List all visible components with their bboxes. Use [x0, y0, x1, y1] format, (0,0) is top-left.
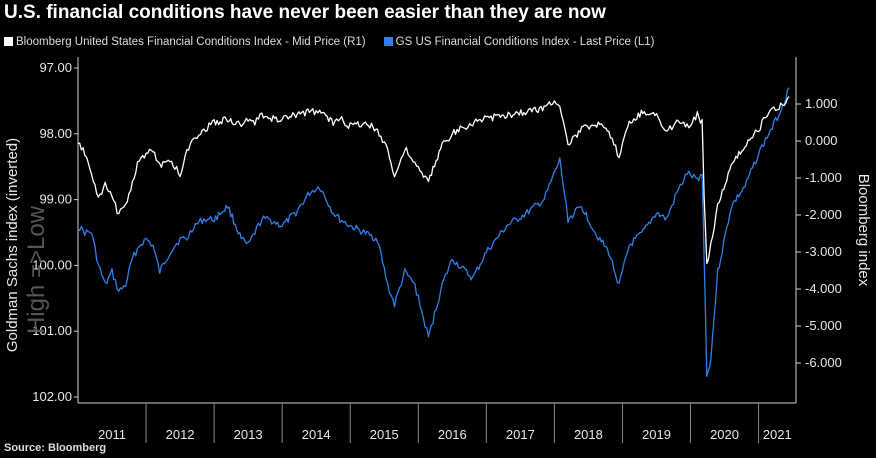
left-tick-label-100.00: 100.00: [32, 257, 72, 272]
x-tick-label-2016: 2016: [438, 427, 467, 442]
left-tick-label-99.00: 99.00: [39, 192, 72, 207]
right-tick-label-1.000: 1.000: [805, 96, 838, 111]
x-tick-label-2012: 2012: [166, 427, 195, 442]
x-tick-label-2015: 2015: [370, 427, 399, 442]
x-tick-label-2017: 2017: [506, 427, 535, 442]
right-tick-label--6.000: -6.000: [805, 355, 842, 370]
legend-label-gs: GS US Financial Conditions Index - Last …: [395, 36, 655, 48]
left-axis-label: Goldman Sachs index (inverted): [4, 138, 21, 352]
x-tick-label-2013: 2013: [234, 427, 263, 442]
chart-title: U.S. financial conditions have never bee…: [4, 2, 606, 23]
series-line-bloomberg: [77, 96, 790, 265]
x-tick-label-2018: 2018: [574, 427, 603, 442]
right-tick-label-0.000: 0.000: [805, 133, 838, 148]
x-tick-label-2021: 2021: [763, 427, 792, 442]
legend-swatch-gs: [383, 37, 393, 46]
right-tick-label--1.000: -1.000: [805, 170, 842, 185]
x-tick-label-2020: 2020: [710, 427, 739, 442]
legend-label-bloomberg: Bloomberg United States Financial Condit…: [16, 36, 366, 48]
series-line-gs: [77, 87, 790, 378]
chart-lines: [77, 87, 790, 378]
left-axis-annotation: High =>Low: [23, 205, 50, 334]
chart-axes: 2011 2012 2013 2014 2015 2016 2017 2018 2019 2020…: [32, 57, 842, 443]
left-tick-label-102.00: 102.00: [32, 389, 72, 404]
right-tick-label--2.000: -2.000: [805, 207, 842, 222]
right-tick-label--4.000: -4.000: [805, 281, 842, 296]
right-tick-label--5.000: -5.000: [805, 318, 842, 333]
right-axis-label: Bloomberg index: [855, 174, 872, 287]
left-tick-label-101.00: 101.00: [32, 323, 72, 338]
x-tick-label-2011: 2011: [98, 427, 126, 442]
source-note: Source: Bloomberg: [4, 442, 107, 454]
legend-item-bloomberg: Bloomberg United States Financial Condit…: [4, 36, 366, 48]
left-tick-label-98.00: 98.00: [39, 126, 72, 141]
right-tick-label--3.000: -3.000: [805, 244, 842, 259]
legend-swatch-bloomberg: [4, 37, 13, 46]
legend-item-gs: GS US Financial Conditions Index - Last …: [383, 36, 655, 48]
left-tick-label-97.00: 97.00: [39, 60, 72, 75]
chart-legend: Bloomberg United States Financial Condit…: [4, 36, 655, 48]
x-tick-label-2019: 2019: [642, 427, 671, 442]
x-tick-label-2014: 2014: [302, 427, 331, 442]
